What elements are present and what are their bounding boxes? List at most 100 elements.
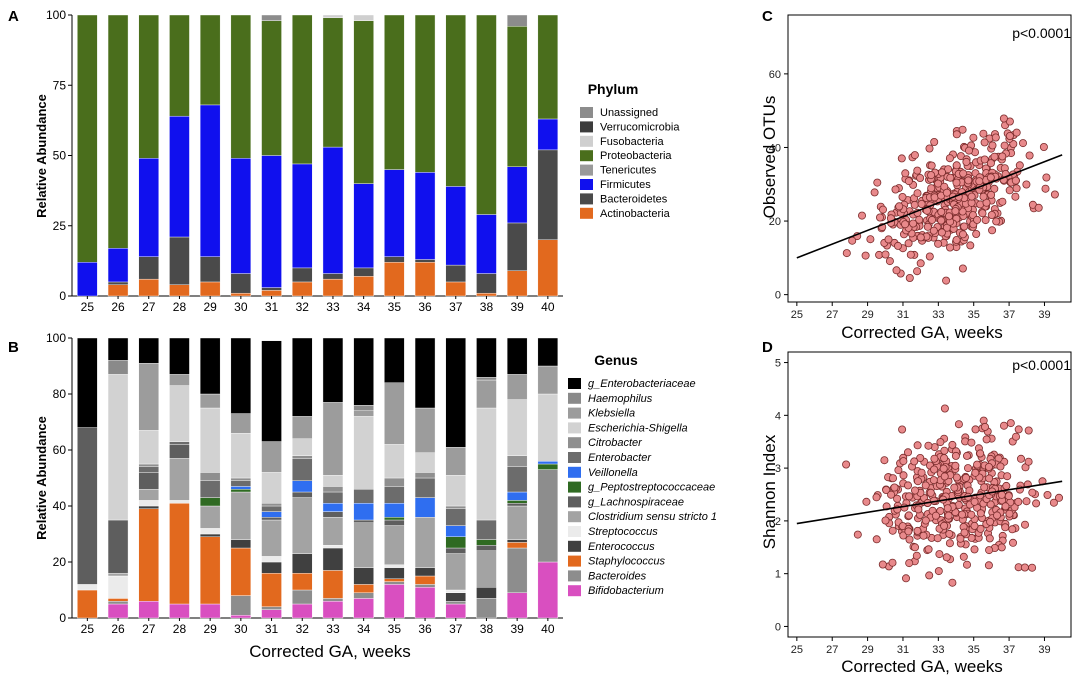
bar-segment-bifidobacterium-36 <box>414 587 436 619</box>
bar-segment-enterobacter-38 <box>476 519 497 540</box>
scatter-point <box>927 184 936 193</box>
scatter-point <box>1000 141 1009 150</box>
scatter-point <box>870 188 879 197</box>
scatter-point <box>904 527 913 536</box>
bar-segment-staphylococcus-32 <box>292 573 313 591</box>
scatter-point <box>940 446 949 455</box>
bar-segment-streptococcus-28 <box>169 500 190 504</box>
bar-segment-escherichia-shigella-40 <box>537 393 559 462</box>
bar-segment-firmicutes-35 <box>384 169 405 257</box>
bar-segment-citrobacter-30 <box>230 477 252 481</box>
bar-segment-firmicutes-34 <box>353 183 374 269</box>
scatter-point <box>960 222 969 231</box>
scatter-point <box>890 483 899 492</box>
legend-label-klebsiella: Klebsiella <box>588 408 635 420</box>
scatter-point <box>901 220 910 229</box>
scatter-point <box>979 192 988 201</box>
scatter-point <box>967 192 976 201</box>
x-tick-label-27: 27 <box>142 300 156 314</box>
scatter-point <box>904 481 913 490</box>
bar-segment-enterococcus-30 <box>230 539 252 549</box>
bar-segment-staphylococcus-28 <box>169 503 190 605</box>
bar-segment-g-enterobacteriaceae-30 <box>230 337 252 414</box>
legend-swatch-verrucomicrobia <box>580 121 593 133</box>
bar-segment-escherichia-shigella-29 <box>199 407 221 473</box>
scatter-point <box>934 239 943 248</box>
scatter-point <box>1005 186 1014 195</box>
scatter-point <box>905 535 914 544</box>
bar-segment-enterobacter-31 <box>261 505 282 512</box>
scatter-point <box>916 173 925 182</box>
bar-segment-g-enterobacteriaceae-34 <box>353 337 374 406</box>
scatter-point <box>861 251 870 260</box>
panel-label-d: D <box>762 339 773 356</box>
scatter-point <box>1008 525 1017 534</box>
scatter-point <box>986 173 995 182</box>
bar-segment-bacteroidetes-35 <box>384 256 405 263</box>
scatter-point <box>1004 492 1013 501</box>
bar-segment-actinobacteria-39 <box>506 270 528 297</box>
scatter-point <box>909 219 918 228</box>
scatter-point <box>1025 151 1034 160</box>
scatter-point <box>881 250 890 259</box>
legend-swatch-tenericutes <box>580 164 593 176</box>
bar-segment-proteobacteria-38 <box>476 14 497 215</box>
bar-segment-escherichia-shigella-27 <box>138 430 159 465</box>
panel-label-b: B <box>8 339 19 356</box>
bar-segment-escherichia-shigella-33 <box>322 475 344 487</box>
scatter-point <box>973 215 982 224</box>
bar-segment-enterobacter-27 <box>138 466 159 473</box>
bar-segment-enterococcus-31 <box>261 561 282 574</box>
bar-segment-firmicutes-29 <box>199 104 221 257</box>
bar-segment-bifidobacterium-37 <box>445 603 466 619</box>
scatter-point <box>958 264 967 273</box>
x-tick-label-32: 32 <box>296 300 310 314</box>
scatter-point <box>1005 509 1014 518</box>
bar-segment-escherichia-shigella-35 <box>384 444 405 479</box>
scatter-point <box>876 213 885 222</box>
scatter-point <box>948 440 957 449</box>
scatter-point <box>979 129 988 138</box>
legend-swatch-enterococcus <box>568 540 581 552</box>
x-tick-label-36: 36 <box>418 622 432 636</box>
x-tick-label-28: 28 <box>173 622 187 636</box>
scatter-point <box>997 490 1006 499</box>
bar-segment-clostridium-sensu-stricto-1-28 <box>169 458 190 501</box>
scatter-point <box>872 493 881 502</box>
scatter-point <box>991 133 1000 142</box>
scatter-point <box>1006 419 1015 428</box>
bar-segment-clostridium-sensu-stricto-1-30 <box>230 491 252 540</box>
scatter-point <box>966 241 975 250</box>
x-tick-label-35: 35 <box>388 622 402 636</box>
scatter-point <box>945 212 954 221</box>
scatter-point <box>842 249 851 258</box>
bar-segment-g-lachnospiraceae-27 <box>138 472 159 490</box>
bar-segment-bacteroides-32 <box>292 589 313 605</box>
scatter-point <box>931 511 940 520</box>
scatter-point <box>985 474 994 483</box>
bar-segment-bacteroidetes-40 <box>537 149 559 241</box>
bar-segment-actinobacteria-31 <box>261 290 282 297</box>
bar-segment-bacteroidetes-34 <box>353 267 374 277</box>
bar-segment-g-enterobacteriaceae-36 <box>414 337 436 409</box>
scatter-point <box>893 494 902 503</box>
legend-label-proteobacteria: Proteobacteria <box>600 150 672 162</box>
bar-segment-streptococcus-25 <box>77 584 98 591</box>
scatter-point <box>1049 498 1058 507</box>
scatter-point <box>986 517 995 526</box>
x-tick-label-31: 31 <box>265 300 279 314</box>
scatter-point <box>910 151 919 160</box>
scatter-point <box>969 133 978 142</box>
scatter-point <box>988 141 997 150</box>
scatter-point <box>952 130 961 139</box>
scatter-point <box>1011 176 1020 185</box>
bar-segment-g-peptostreptococcaceae-39 <box>506 500 528 504</box>
scatter-point <box>1028 488 1037 497</box>
scatter-point <box>959 169 968 178</box>
x-tick-label-25: 25 <box>81 300 95 314</box>
bar-segment-firmicutes-39 <box>506 166 528 224</box>
legend-label-enterococcus: Enterococcus <box>588 541 655 553</box>
scatter-point <box>998 197 1007 206</box>
x-tick-label-33: 33 <box>326 300 340 314</box>
